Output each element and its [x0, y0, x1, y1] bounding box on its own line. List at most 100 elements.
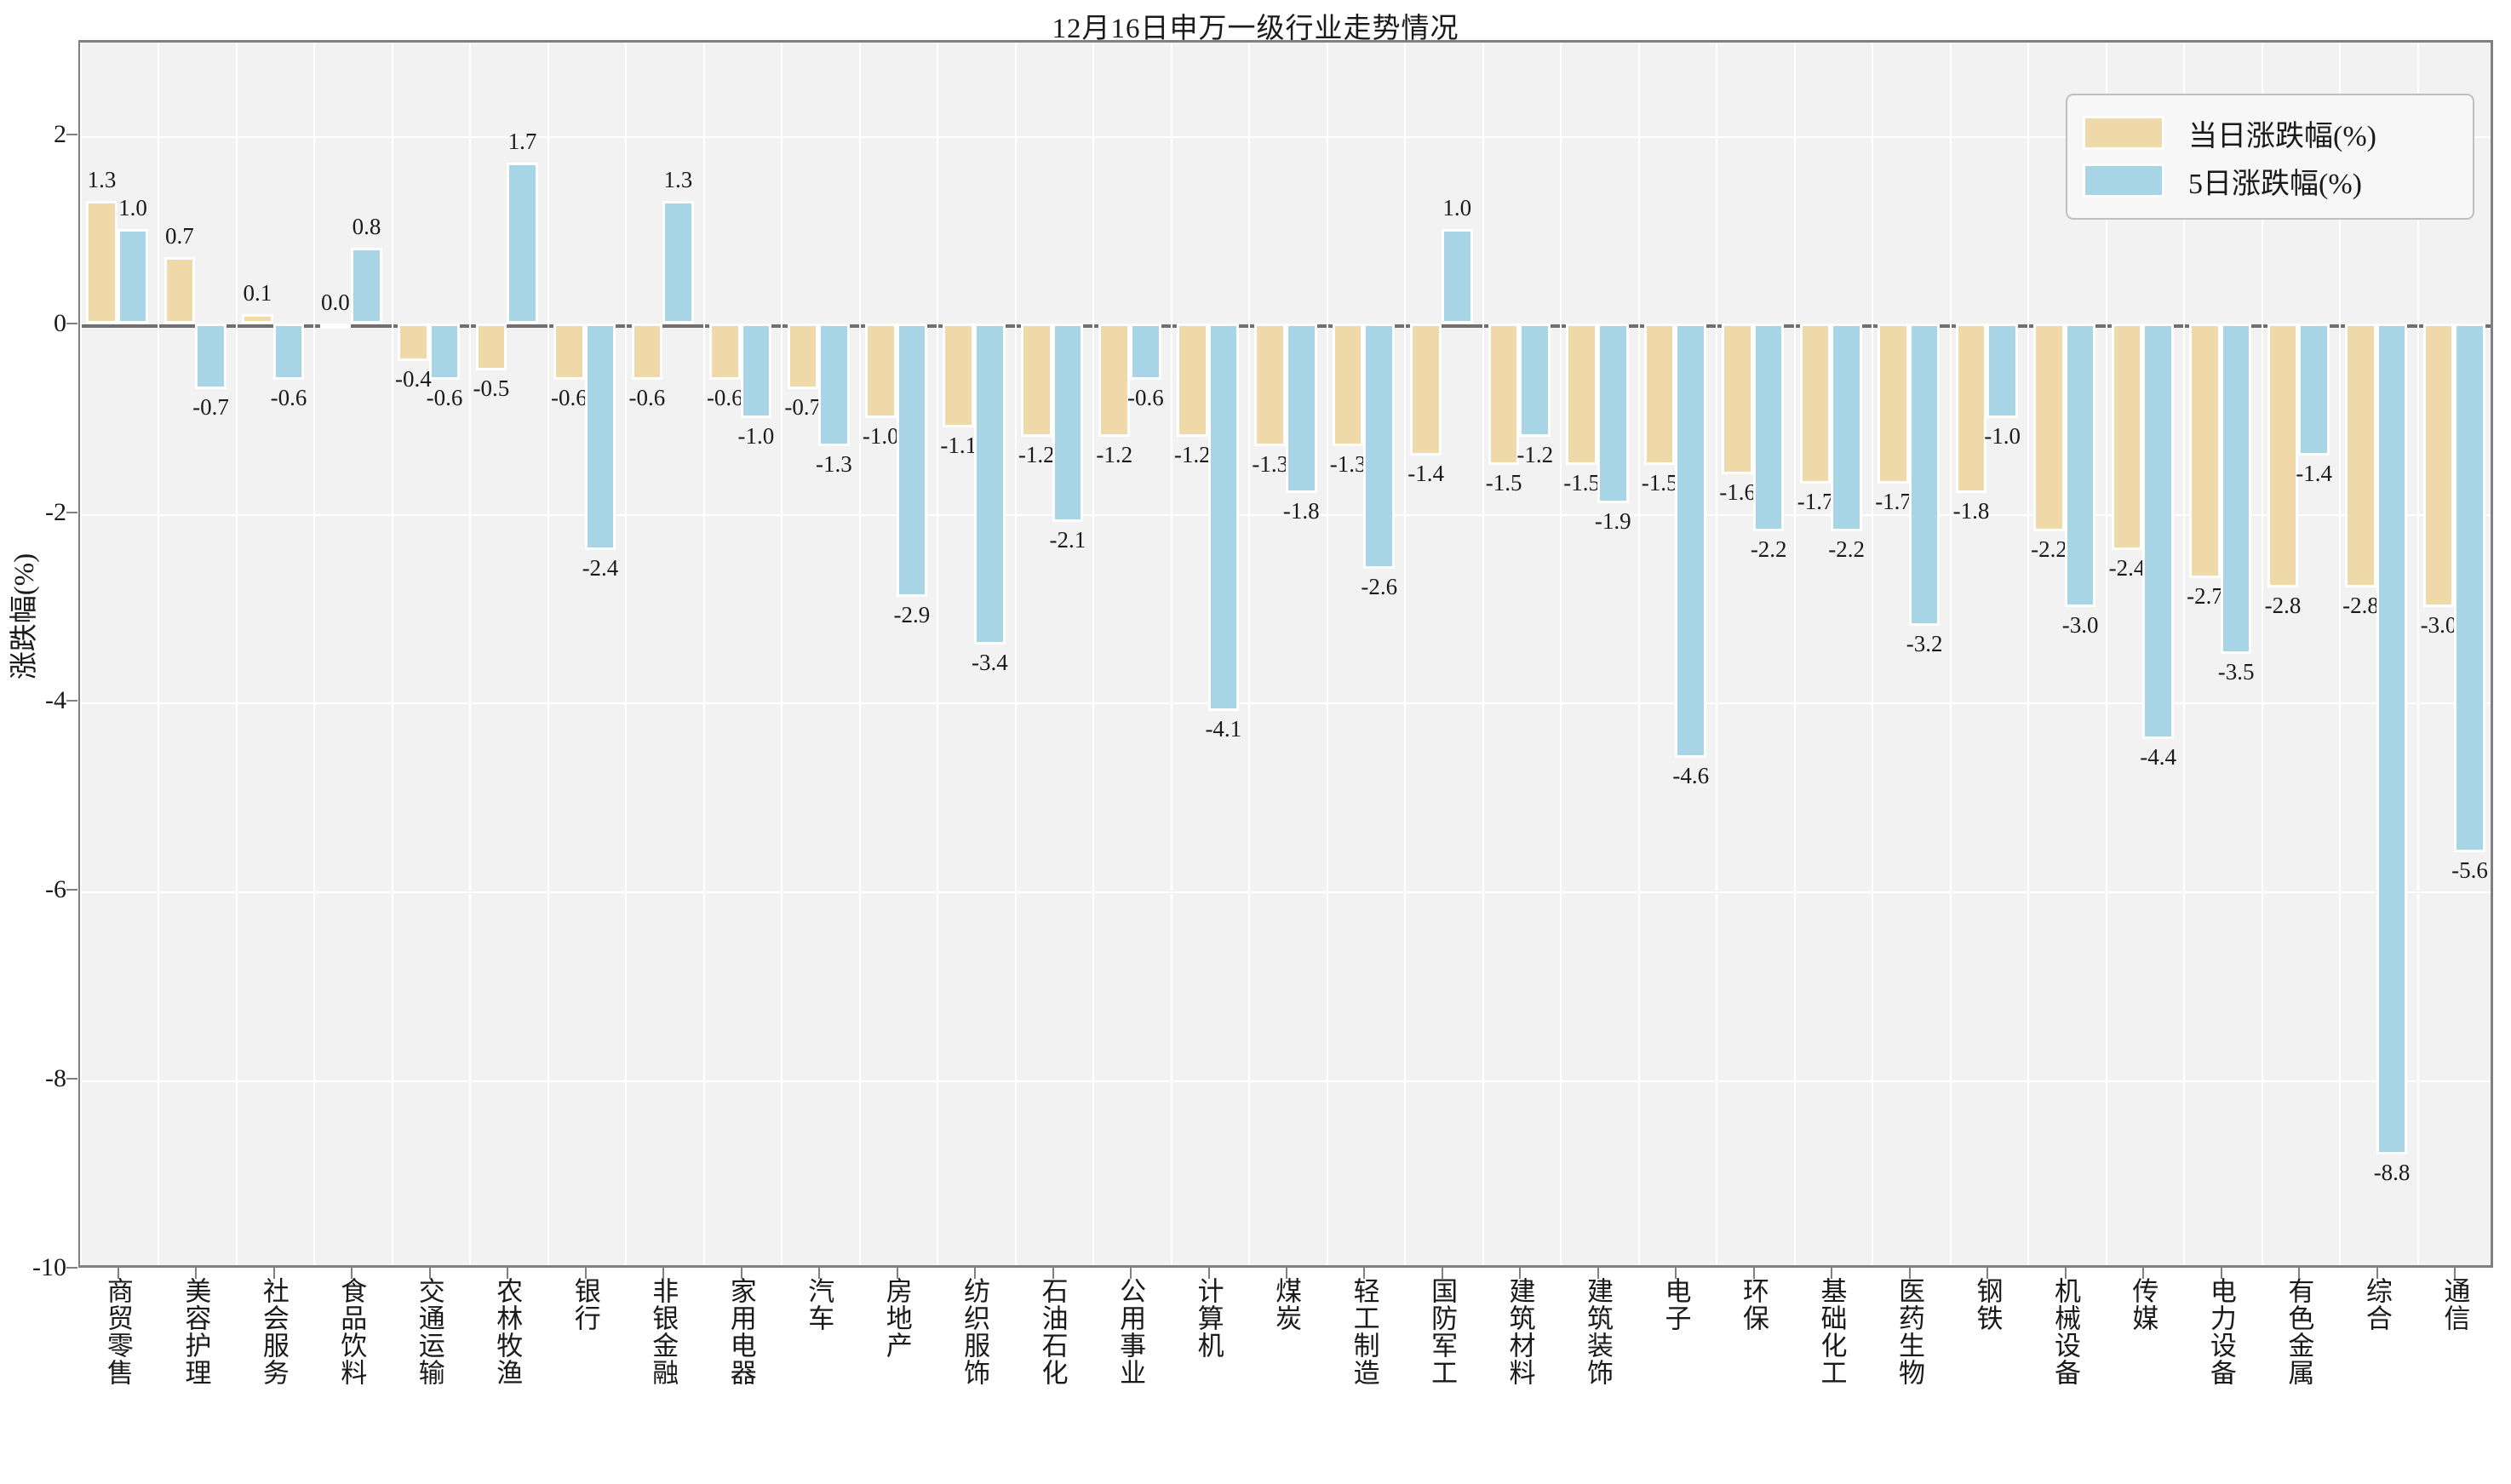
bar-day[interactable]: [1254, 323, 1286, 446]
bar-five[interactable]: [1752, 323, 1785, 531]
bar-five[interactable]: [195, 323, 226, 390]
bar-day[interactable]: [553, 323, 585, 381]
bar-day[interactable]: [1722, 323, 1753, 475]
bar-five[interactable]: [272, 323, 305, 381]
bar-five[interactable]: [1363, 323, 1396, 570]
bar-five[interactable]: [1052, 323, 1084, 522]
bar-day[interactable]: [1410, 323, 1442, 456]
bar-five[interactable]: [2142, 323, 2174, 739]
bar-value-label: -1.5: [1485, 470, 1522, 496]
x-axis-category-label: 建筑装饰: [1583, 1277, 1614, 1386]
x-axis-tick-mark: [2220, 1268, 2222, 1279]
x-axis-tick-mark: [117, 1268, 119, 1279]
bar-five[interactable]: [740, 323, 772, 418]
x-axis-category-label: 电力设备: [2205, 1277, 2236, 1386]
bar-five[interactable]: [1519, 323, 1551, 437]
bar-value-label: -0.7: [784, 394, 822, 421]
x-axis-category-label: 通信: [2439, 1277, 2470, 1332]
gridline-vertical: [858, 43, 861, 1265]
bar-five[interactable]: [896, 323, 928, 598]
bar-day[interactable]: [1799, 323, 1832, 484]
bar-five[interactable]: [1130, 323, 1161, 381]
bar-value-label: -2.4: [2108, 554, 2146, 581]
bar-day[interactable]: [86, 200, 118, 324]
bar-value-label: -3.2: [1906, 630, 1943, 656]
bar-day[interactable]: [1955, 323, 1987, 494]
legend-item-day[interactable]: 当日涨跌幅(%): [2083, 109, 2457, 157]
bar-value-label: -0.6: [550, 385, 588, 411]
bar-value-label: -1.7: [1875, 489, 1912, 515]
bar-value-label: -3.0: [2061, 611, 2099, 638]
legend-item-five-day[interactable]: 5日涨跌幅(%): [2083, 157, 2457, 204]
bar-five[interactable]: [1207, 323, 1240, 711]
bar-five[interactable]: [428, 323, 461, 381]
bar-day[interactable]: [2033, 323, 2065, 531]
chart-title: 12月16日申万一级行业走势情况: [1052, 14, 1459, 44]
bar-day[interactable]: [709, 323, 741, 381]
bar-five[interactable]: [351, 248, 382, 324]
bar-five[interactable]: [974, 323, 1006, 645]
bar-day[interactable]: [1878, 323, 1909, 484]
bar-value-label: -1.2: [1173, 441, 1211, 467]
gridline-vertical: [80, 43, 82, 1265]
x-axis-category-label: 房地产: [881, 1277, 912, 1359]
bar-five[interactable]: [1286, 323, 1317, 494]
bar-day[interactable]: [631, 323, 663, 381]
bar-day[interactable]: [1020, 323, 1052, 437]
bar-value-label: -1.2: [1516, 441, 1554, 467]
bar-day[interactable]: [1488, 323, 1520, 466]
bar-value-label: -2.8: [2342, 593, 2379, 619]
bar-five[interactable]: [1675, 323, 1706, 758]
bar-day[interactable]: [1176, 323, 1208, 437]
bar-five[interactable]: [2298, 323, 2330, 456]
x-axis-tick-mark: [1986, 1268, 1989, 1279]
bar-day[interactable]: [2422, 323, 2455, 607]
x-axis-tick-mark: [1207, 1268, 1210, 1279]
bar-day[interactable]: [1566, 323, 1597, 466]
bar-day[interactable]: [163, 257, 196, 324]
gridline-vertical: [1092, 43, 1095, 1265]
bar-five[interactable]: [2454, 323, 2485, 852]
gridline-vertical: [235, 43, 238, 1265]
bar-day[interactable]: [2267, 323, 2299, 588]
bar-value-label: -0.4: [395, 366, 432, 392]
x-axis-tick-mark: [1052, 1268, 1054, 1279]
bar-five[interactable]: [2376, 323, 2408, 1155]
bar-five[interactable]: [662, 200, 694, 324]
bar-day[interactable]: [1332, 323, 1364, 446]
bar-five[interactable]: [2220, 323, 2252, 654]
bar-day[interactable]: [1098, 323, 1131, 437]
bar-day[interactable]: [943, 323, 975, 427]
bar-five[interactable]: [1441, 228, 1473, 324]
bar-day[interactable]: [242, 313, 273, 324]
gridline-vertical: [2105, 43, 2107, 1265]
bar-five[interactable]: [818, 323, 850, 446]
x-axis-tick-mark: [351, 1268, 353, 1279]
gridline-vertical: [2027, 43, 2030, 1265]
bar-value-label: -0.6: [270, 385, 307, 411]
bar-five[interactable]: [117, 228, 149, 324]
bar-five[interactable]: [1986, 323, 2018, 418]
bar-day[interactable]: [398, 323, 429, 362]
bar-five[interactable]: [2064, 323, 2096, 607]
bar-day[interactable]: [2345, 323, 2376, 588]
y-axis-tick-label: 0: [54, 308, 66, 337]
x-axis-category-label: 公用事业: [1115, 1277, 1146, 1386]
x-axis-category-label: 商贸零售: [102, 1277, 133, 1386]
gridline-vertical: [1404, 43, 1407, 1265]
x-axis-category-label: 传媒: [2128, 1277, 2158, 1332]
bar-five[interactable]: [507, 163, 538, 324]
bar-day[interactable]: [787, 323, 819, 390]
bar-five[interactable]: [1908, 323, 1941, 626]
bar-five[interactable]: [584, 323, 616, 550]
bar-day[interactable]: [319, 323, 352, 329]
bar-five[interactable]: [1597, 323, 1629, 503]
bar-day[interactable]: [1643, 323, 1676, 466]
x-axis-category-label: 钢铁: [1972, 1277, 2003, 1332]
bar-day[interactable]: [475, 323, 507, 371]
bar-day[interactable]: [2111, 323, 2143, 550]
bar-value-label: -1.5: [1563, 470, 1600, 496]
bar-day[interactable]: [2189, 323, 2221, 579]
bar-day[interactable]: [864, 323, 897, 418]
bar-five[interactable]: [1831, 323, 1862, 531]
